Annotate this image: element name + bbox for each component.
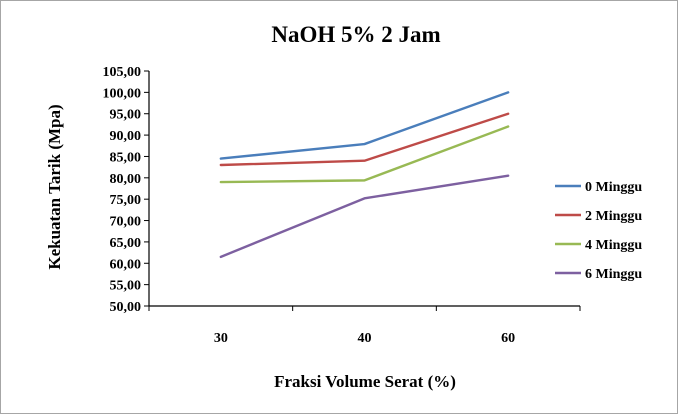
y-tick-label: 65,00 <box>110 236 142 251</box>
series-lines <box>219 91 510 259</box>
chart-title: NaOH 5% 2 Jam <box>271 22 440 47</box>
legend-label-2: 2 Minggu <box>585 209 642 224</box>
y-tick-label: 60,00 <box>110 257 142 272</box>
x-tick-label: 60 <box>501 331 515 346</box>
series-line-3 <box>219 125 510 184</box>
y-tick-label: 90,00 <box>110 129 142 144</box>
series-line-2 <box>219 112 510 167</box>
x-axis-ticks: 30 40 60 <box>148 306 581 346</box>
axes <box>148 71 580 307</box>
y-tick-label: 70,00 <box>110 215 142 230</box>
y-axis-label: Kekuatan Tarik (Mpa) <box>45 104 64 269</box>
legend: 0 Minggu 2 Minggu 4 Minggu 6 Minggu <box>555 180 642 282</box>
y-tick-label: 80,00 <box>110 172 142 187</box>
y-tick-label: 95,00 <box>110 108 142 123</box>
y-tick-label: 85,00 <box>110 150 142 165</box>
y-tick-label: 100,00 <box>103 86 142 101</box>
legend-label-1: 0 Minggu <box>585 180 642 195</box>
series-line-1 <box>219 91 510 160</box>
legend-label-4: 6 Minggu <box>585 267 642 282</box>
y-tick-label: 105,00 <box>103 65 142 80</box>
x-axis-label: Fraksi Volume Serat (%) <box>274 372 456 391</box>
series-line-4 <box>219 174 510 259</box>
y-tick-label: 75,00 <box>110 193 142 208</box>
y-tick-label: 50,00 <box>110 300 142 315</box>
x-tick-label: 30 <box>214 331 228 346</box>
y-axis-ticks: 50,00 55,00 60,00 65,00 70,00 75,00 80,00 85,00… <box>103 65 149 315</box>
x-tick-label: 40 <box>358 331 372 346</box>
y-tick-label: 55,00 <box>110 279 142 294</box>
legend-label-3: 4 Minggu <box>585 238 642 253</box>
